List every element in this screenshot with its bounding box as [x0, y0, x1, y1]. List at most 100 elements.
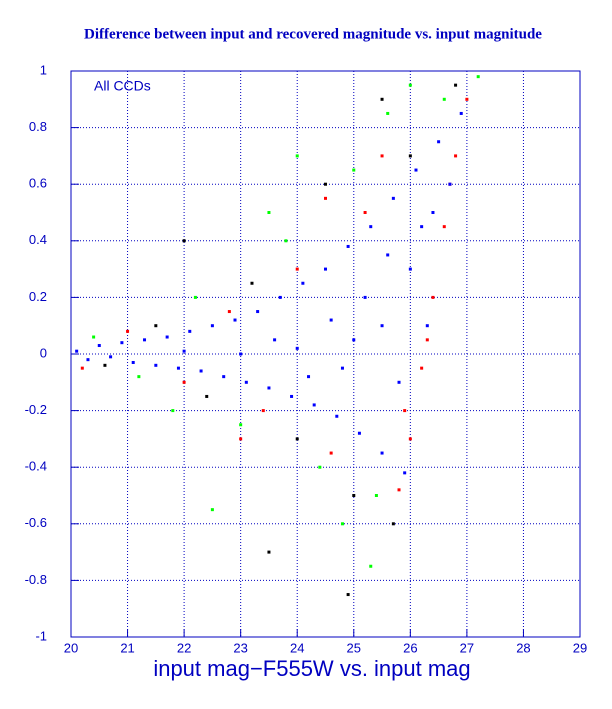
point — [363, 211, 367, 214]
point — [188, 329, 192, 333]
point — [380, 154, 384, 158]
point — [210, 508, 214, 512]
point — [324, 182, 327, 186]
x-tick-label: 20 — [64, 640, 78, 655]
point — [352, 338, 356, 342]
point — [199, 369, 203, 373]
point — [182, 380, 186, 384]
point — [346, 244, 350, 248]
point — [442, 225, 446, 229]
point — [357, 431, 361, 435]
y-tick-label: 0.4 — [29, 232, 47, 247]
point — [329, 318, 333, 322]
y-tick-label: 0.8 — [29, 119, 47, 134]
point — [278, 295, 282, 299]
plot-frame — [70, 70, 581, 638]
point — [143, 338, 147, 342]
point — [380, 451, 384, 455]
point — [425, 324, 429, 328]
point — [227, 310, 231, 314]
point — [414, 168, 418, 172]
point — [369, 564, 373, 568]
x-tick-label: 22 — [177, 640, 191, 655]
point — [346, 593, 350, 597]
point — [352, 494, 356, 497]
point — [233, 318, 237, 322]
x-tick-label: 27 — [460, 640, 474, 655]
point — [239, 437, 243, 441]
point — [459, 111, 463, 115]
point — [284, 239, 288, 243]
point — [205, 394, 209, 398]
point — [386, 111, 390, 115]
point — [120, 341, 124, 345]
point — [420, 225, 424, 229]
point — [244, 380, 248, 384]
point — [137, 375, 141, 379]
point — [340, 366, 344, 370]
point — [324, 196, 327, 200]
point — [273, 338, 277, 342]
x-tick-label: 25 — [347, 640, 361, 655]
point — [154, 363, 158, 367]
point — [324, 267, 327, 271]
x-tick-label: 23 — [233, 640, 247, 655]
point — [437, 140, 441, 144]
point — [374, 494, 378, 497]
point — [408, 154, 412, 158]
point — [340, 522, 344, 526]
y-tick-label: -0.4 — [25, 459, 47, 474]
x-tick-label: 26 — [403, 640, 417, 655]
point — [369, 225, 373, 229]
point — [307, 375, 311, 379]
point — [391, 522, 395, 526]
point — [408, 267, 412, 271]
point — [109, 355, 113, 359]
point — [171, 409, 175, 413]
point — [386, 253, 390, 257]
point — [431, 295, 435, 299]
point — [126, 329, 130, 333]
point — [250, 281, 254, 285]
point — [425, 338, 429, 342]
point — [290, 394, 294, 398]
point — [448, 182, 452, 186]
x-axis-label: input mag−F555W vs. input mag — [153, 656, 470, 681]
y-tick-label: 1 — [40, 62, 47, 77]
point — [261, 409, 265, 413]
point — [256, 310, 260, 314]
point — [301, 281, 305, 285]
point — [420, 366, 424, 370]
point — [431, 211, 435, 214]
point — [239, 352, 243, 356]
point — [391, 196, 395, 200]
point — [454, 154, 458, 158]
point — [165, 335, 169, 339]
y-tick-label: -0.8 — [25, 572, 47, 587]
point — [454, 83, 458, 87]
point — [295, 437, 299, 441]
y-tick-label: -0.6 — [25, 515, 47, 530]
point — [397, 488, 401, 492]
point — [403, 409, 407, 413]
point — [182, 239, 186, 243]
point — [267, 550, 271, 554]
point — [92, 335, 96, 339]
point — [380, 324, 384, 328]
point — [182, 349, 186, 353]
point — [193, 295, 197, 299]
point — [352, 168, 356, 172]
x-tick-label: 29 — [573, 640, 587, 655]
point — [154, 324, 158, 328]
point — [210, 324, 214, 328]
point — [222, 375, 226, 379]
point — [335, 414, 339, 418]
y-tick-label: -0.2 — [25, 402, 47, 417]
y-tick-label: 0.2 — [29, 289, 47, 304]
point — [131, 360, 135, 364]
point — [318, 465, 322, 469]
x-tick-label: 21 — [120, 640, 134, 655]
point — [267, 386, 271, 390]
point — [176, 366, 180, 370]
